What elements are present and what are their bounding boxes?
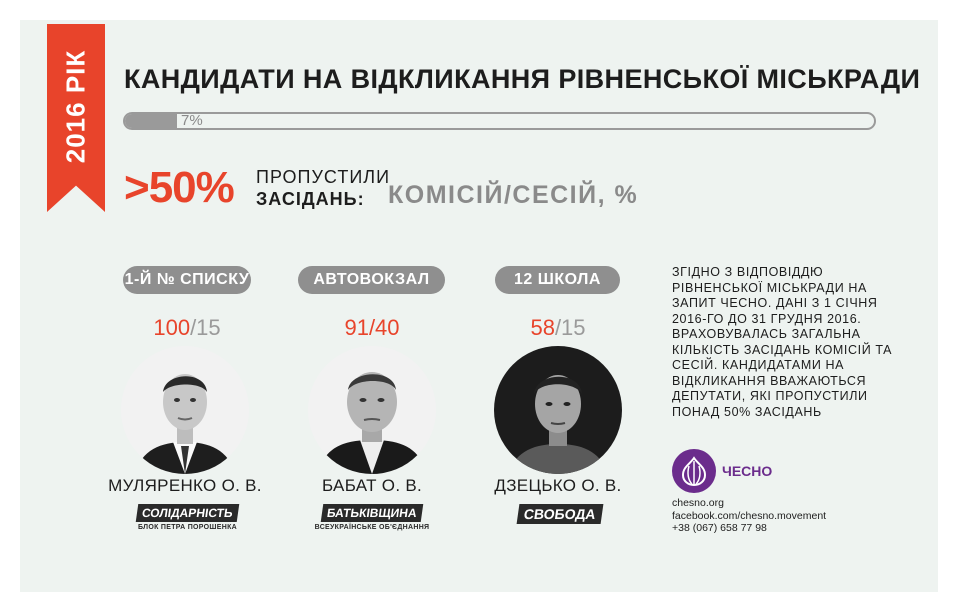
party-subtitle: ВСЕУКРАЇНСЬКЕ ОБ'ЄДНАННЯ	[314, 524, 430, 531]
year-label: 2016 РІК	[60, 49, 91, 164]
score-main: 91	[344, 315, 369, 340]
score-sub: /40	[368, 315, 400, 340]
party-logo: СОЛІДАРНІСТЬ БЛОК ПЕТРА ПОРОШЕНКА	[125, 504, 250, 538]
candidate-photo	[121, 346, 249, 474]
brand-name: ЧЕСНО	[722, 463, 773, 479]
candidate-name: БАБАТ О. В.	[321, 476, 423, 495]
party-name: БАТЬКІВЩИНА	[320, 504, 424, 522]
website-link[interactable]: chesno.org	[672, 497, 724, 509]
candidate-photo	[494, 346, 622, 474]
candidate-score: 91/40	[302, 315, 442, 341]
candidate-name: МУЛЯРЕНКО О. В.	[108, 476, 262, 495]
chesno-logo-icon	[672, 449, 716, 493]
party-logo: БАТЬКІВЩИНА ВСЕУКРАЇНСЬКЕ ОБ'ЄДНАННЯ	[313, 504, 431, 538]
threshold-percent: >50%	[124, 163, 235, 212]
progress-bar-fill	[125, 114, 178, 128]
candidate-photo	[308, 346, 436, 474]
candidate-score: 58/15	[488, 315, 628, 341]
candidate-score: 100/15	[117, 315, 257, 341]
candidate-tag: 12 ШКОЛА	[495, 266, 620, 294]
threshold-line1: ПРОПУСТИЛИ	[256, 167, 391, 187]
metric-label: КОМІСІЙ/СЕСІЙ, %	[388, 181, 639, 209]
candidate-tag: 1-Й № СПИСКУ	[123, 266, 251, 294]
candidate-tag: АВТОВОКЗАЛ	[298, 266, 445, 294]
score-sub: /15	[190, 315, 221, 340]
score-main: 58	[530, 315, 555, 340]
candidate-name: ДЗЕЦЬКО О. В.	[494, 476, 622, 495]
page-title: КАНДИДАТИ НА ВІДКЛИКАННЯ РІВНЕНСЬКОЇ МІС…	[124, 64, 921, 94]
score-main: 100	[153, 315, 191, 340]
party-name: СОЛІДАРНІСТЬ	[135, 504, 240, 522]
score-sub: /15	[554, 315, 586, 340]
party-subtitle: БЛОК ПЕТРА ПОРОШЕНКА	[137, 524, 238, 531]
party-logo: СВОБОДА	[511, 504, 609, 538]
party-name: СВОБОДА	[516, 504, 604, 524]
threshold-line2: ЗАСІДАНЬ:	[256, 189, 365, 209]
methodology-note: Згідно з відповіддю Рівненської міськрад…	[672, 265, 893, 419]
progress-bar	[123, 112, 876, 130]
phone-number: +38 (067) 658 77 98	[672, 522, 767, 534]
facebook-link[interactable]: facebook.com/chesno.movement	[672, 509, 827, 522]
contacts: chesno.org facebook.com/chesno.movement …	[672, 497, 826, 535]
year-ribbon: 2016 РІК	[47, 24, 105, 212]
progress-label: 7%	[181, 112, 203, 129]
threshold-caption: ПРОПУСТИЛИ ЗАСІДАНЬ:	[256, 166, 390, 210]
